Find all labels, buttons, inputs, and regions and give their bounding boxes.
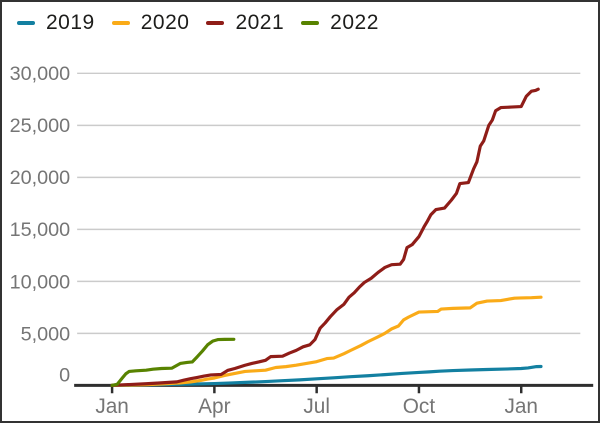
y-tick-label: 30,000 [10, 63, 71, 85]
y-tick-label: 10,000 [10, 271, 71, 293]
series-line-2020 [110, 295, 543, 387]
legend: 2019 2020 2021 2022 [17, 11, 379, 35]
x-tick-label: Oct [403, 395, 436, 418]
y-tick-label: 20,000 [10, 167, 71, 189]
legend-item-2020: 2020 [111, 11, 190, 35]
series-line-2019 [110, 364, 543, 387]
legend-item-2021: 2021 [206, 11, 284, 35]
legend-label: 2019 [46, 11, 95, 34]
series-line-2021 [110, 87, 540, 387]
legend-swatch-2022 [301, 21, 320, 25]
series-line-2022 [110, 337, 236, 387]
y-tick-label: 15,000 [10, 219, 71, 241]
legend-item-2019: 2019 [17, 11, 95, 35]
x-tick-label: Jan [504, 395, 538, 418]
y-tick-label: 25,000 [10, 115, 71, 137]
y-tick-label: 5,000 [21, 323, 71, 345]
x-tick-label: Jul [303, 395, 330, 418]
legend-label: 2021 [235, 11, 285, 34]
legend-swatch-2019 [17, 21, 35, 25]
y-tick-label: 0 [59, 364, 70, 386]
x-tick-label: Apr [198, 395, 230, 418]
legend-swatch-2020 [111, 21, 130, 25]
legend-label: 2020 [140, 11, 190, 34]
x-tick-label: Jan [95, 395, 129, 418]
legend-item-2022: 2022 [301, 11, 379, 35]
legend-swatch-2021 [206, 21, 225, 25]
legend-label: 2022 [330, 11, 379, 34]
